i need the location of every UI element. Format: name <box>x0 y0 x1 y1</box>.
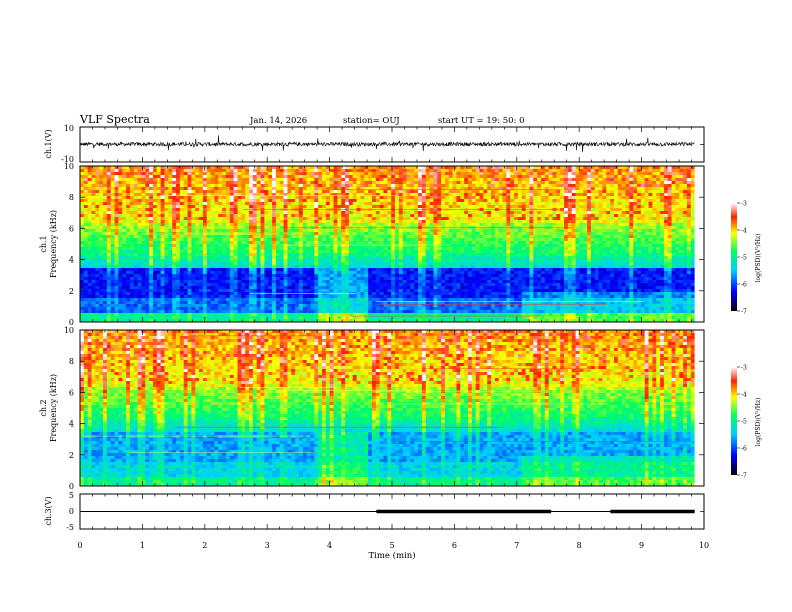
spec-ytick-label: 10 <box>64 326 74 335</box>
colorbar-tick-label: -4 <box>741 392 747 399</box>
figure-station: station= OUJ <box>343 116 400 126</box>
time-xtick-label: 5 <box>389 541 394 550</box>
ch3-ytick-bottom: -5 <box>66 523 74 532</box>
spec-ytick-label: 4 <box>69 420 74 429</box>
colorbar-tick-label: -6 <box>741 282 747 289</box>
colorbar-tick-label: -7 <box>741 473 747 480</box>
ch1-spec-ylabel-channel: ch.1 <box>39 235 48 252</box>
spec-ytick-label: 2 <box>69 287 74 296</box>
figure-start-time: start UT = 19: 50: 0 <box>438 116 525 126</box>
colorbar-tick-label: -7 <box>741 309 747 316</box>
ch1-waveform-panel: 10 -10 ch.1(V) <box>44 124 705 164</box>
ch1-colorbar <box>731 203 737 311</box>
time-xtick-label: 10 <box>699 541 709 550</box>
ch2-colorbar-label: log(PSD)(V²/Hz) <box>755 398 762 447</box>
ch1-spec-ylabel: Frequency (kHz) <box>49 210 58 278</box>
time-xtick-label: 3 <box>265 541 270 550</box>
ch3-ylabel: ch.3(V) <box>44 496 53 525</box>
spectrogram-cells-ch2 <box>80 330 695 487</box>
spec-ytick-label: 8 <box>69 193 74 202</box>
spec-ytick-label: 0 <box>69 318 74 327</box>
ch1-ytick-bottom: -10 <box>61 155 74 164</box>
ch3-status-panel: 5 0 -5 ch.3(V) 0 1 2 3 4 5 6 7 8 9 10 Time (min) <box>44 491 709 561</box>
spec-ytick-label: 0 <box>69 482 74 491</box>
time-xtick-label: 2 <box>202 541 207 550</box>
figure-date: Jan. 14, 2026 <box>249 116 307 126</box>
colorbar-tick-label: -5 <box>741 419 747 426</box>
spec-ytick-label: 6 <box>69 224 74 233</box>
spec-ytick-label: 8 <box>69 357 74 366</box>
time-xtick-label: 6 <box>452 541 457 550</box>
ch1-ytick-top: 10 <box>64 124 74 133</box>
spec-ytick-label: 4 <box>69 256 74 265</box>
ch2-spec-ylabel-channel: ch.2 <box>39 399 48 416</box>
colorbar-tick-label: -6 <box>741 446 747 453</box>
ch2-spec-ylabel: Frequency (kHz) <box>49 374 58 442</box>
time-xtick-label: 7 <box>514 541 519 550</box>
ch1-waveform-trace <box>79 135 695 153</box>
colorbar-tick-label: -5 <box>741 255 747 262</box>
ch3-ytick-mid: 0 <box>69 507 74 516</box>
time-xtick-label: 4 <box>327 541 332 550</box>
ch2-colorbar <box>731 367 737 475</box>
spec-ytick-label: 10 <box>64 162 74 171</box>
colorbar-tick-label: -4 <box>741 228 747 235</box>
time-xtick-label: 1 <box>140 541 145 550</box>
spec-ytick-label: 6 <box>69 388 74 397</box>
ch1-ylabel: ch.1(V) <box>44 129 53 158</box>
time-xlabel: Time (min) <box>368 550 415 561</box>
ch3-ytick-top: 5 <box>69 491 74 500</box>
colorbar-tick-label: -3 <box>741 201 747 208</box>
colorbar-tick-label: -3 <box>741 365 747 372</box>
time-xtick-label: 9 <box>639 541 644 550</box>
time-xtick-label: 8 <box>577 541 582 550</box>
time-xtick-label: 0 <box>77 541 82 550</box>
ch1-colorbar-label: log(PSD)(V²/Hz) <box>755 234 762 283</box>
figure-title: VLF Spectra <box>79 113 150 126</box>
spec-ytick-label: 2 <box>69 451 74 460</box>
